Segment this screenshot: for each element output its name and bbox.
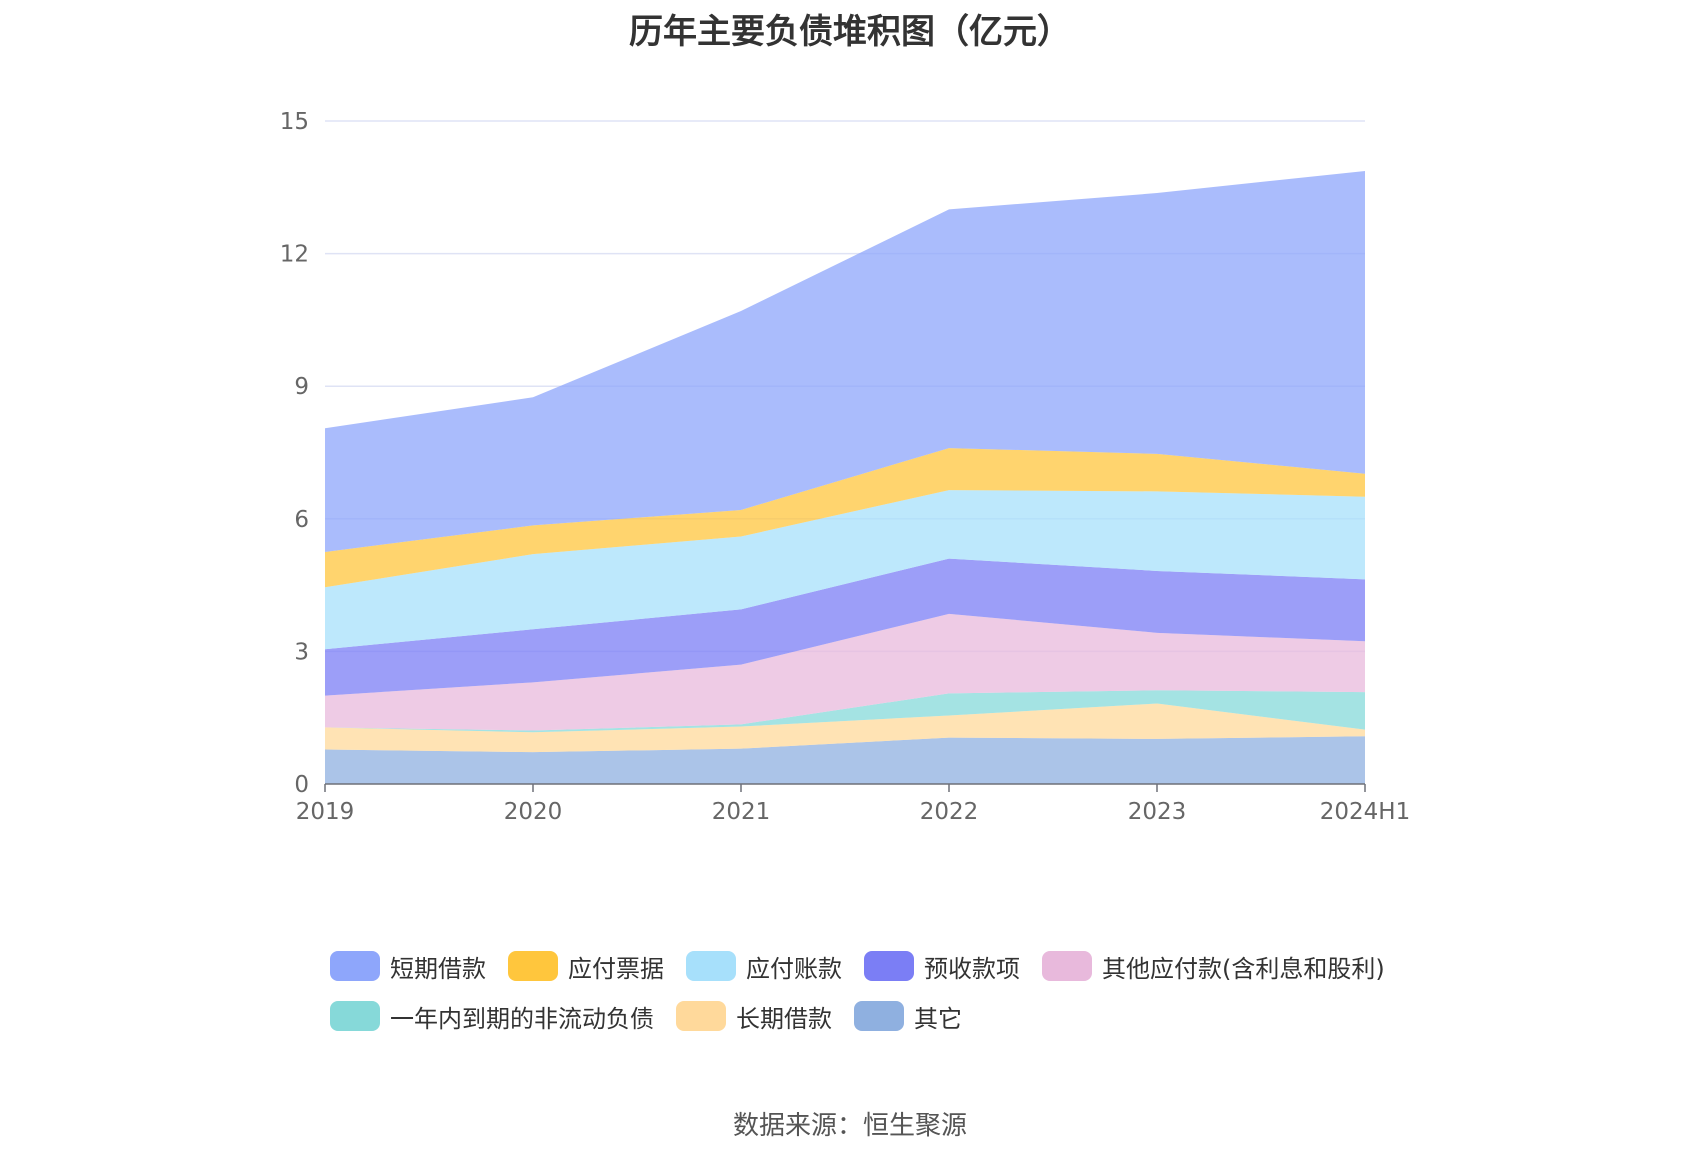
legend-item[interactable]: 一年内到期的非流动负债 xyxy=(330,998,654,1034)
legend-item[interactable]: 短期借款 xyxy=(330,948,486,984)
x-tick-label: 2024H1 xyxy=(1320,799,1410,825)
legend-swatch xyxy=(676,1001,726,1031)
legend-swatch xyxy=(864,951,914,981)
x-tick-label: 2021 xyxy=(712,799,771,825)
legend-swatch xyxy=(330,951,380,981)
legend-label: 其他应付款(含利息和股利) xyxy=(1102,954,1385,983)
legend-label: 预收款项 xyxy=(924,954,1020,983)
axis-layer: 0 3 6 9 12 15 2019 2020 2021 2022 2023 2024H1 xyxy=(280,109,1411,825)
chart-title: 历年主要负债堆积图（亿元） xyxy=(629,12,1071,52)
legend-label: 短期借款 xyxy=(390,954,486,983)
y-tick-label: 0 xyxy=(294,772,309,798)
legend-item[interactable]: 其他应付款(含利息和股利) xyxy=(1042,948,1385,984)
legend-swatch xyxy=(330,1001,380,1031)
y-tick-label: 9 xyxy=(294,374,309,400)
legend-item[interactable]: 预收款项 xyxy=(864,948,1020,984)
area-series-4 xyxy=(325,558,1365,696)
legend-label: 其它 xyxy=(914,1004,962,1033)
legend: 短期借款 应付票据 应付账款 预收款项 其他应付款(含利息和股利) 一年内到期的非流动负债… xyxy=(330,948,1440,1034)
legend-swatch xyxy=(854,1001,904,1031)
x-tick-label: 2020 xyxy=(504,799,563,825)
area-series-5 xyxy=(325,490,1365,650)
area-series-7 xyxy=(325,170,1365,552)
source-text: 数据来源：恒生聚源 xyxy=(732,1111,967,1141)
legend-label: 一年内到期的非流动负债 xyxy=(390,1004,654,1033)
area-series-6 xyxy=(325,448,1365,588)
legend-label: 应付票据 xyxy=(568,954,664,983)
legend-label: 长期借款 xyxy=(736,1004,832,1033)
legend-item[interactable]: 应付账款 xyxy=(686,948,842,984)
legend-label: 应付账款 xyxy=(746,954,842,983)
area-series-3 xyxy=(325,613,1365,731)
x-tick-label: 2019 xyxy=(296,799,355,825)
legend-item[interactable]: 其它 xyxy=(854,998,962,1034)
legend-swatch xyxy=(686,951,736,981)
area-layer xyxy=(325,170,1365,784)
y-tick-label: 15 xyxy=(280,109,309,135)
area-series-1 xyxy=(325,703,1365,753)
x-tick-label: 2022 xyxy=(920,799,979,825)
y-tick-label: 3 xyxy=(294,639,309,665)
legend-swatch xyxy=(1042,951,1092,981)
x-tick-label: 2023 xyxy=(1128,799,1187,825)
area-series-2 xyxy=(325,690,1365,733)
y-tick-label: 12 xyxy=(280,242,309,268)
y-tick-label: 6 xyxy=(294,507,309,533)
legend-swatch xyxy=(508,951,558,981)
legend-item[interactable]: 长期借款 xyxy=(676,998,832,1034)
legend-item[interactable]: 应付票据 xyxy=(508,948,664,984)
area-series-0 xyxy=(325,736,1365,784)
